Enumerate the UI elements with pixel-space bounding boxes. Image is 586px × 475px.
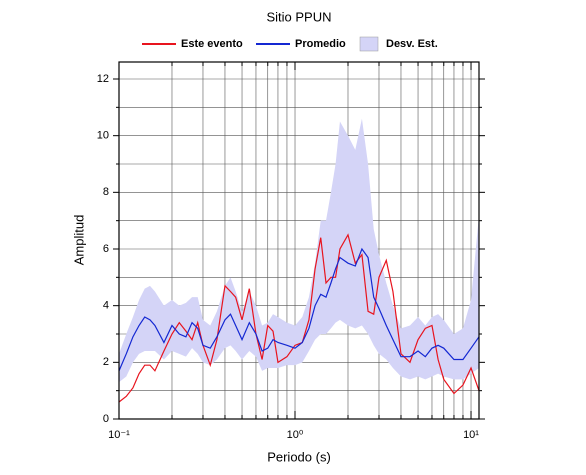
std-band xyxy=(119,118,479,383)
chart-title: Sitio PPUN xyxy=(266,9,331,24)
y-tick-label: 6 xyxy=(103,243,109,255)
y-tick-label: 10 xyxy=(97,130,109,142)
y-tick-label: 12 xyxy=(97,73,109,85)
y-tick-label: 2 xyxy=(103,356,109,368)
series-line xyxy=(118,247,480,372)
x-tick-label: 10⁰ xyxy=(287,429,304,441)
y-tick-label: 0 xyxy=(103,413,109,425)
series-line xyxy=(118,233,480,403)
x-tick-label: 10¹ xyxy=(463,429,479,441)
legend-label: Desv. Est. xyxy=(386,38,438,50)
x-tick-label: 10⁻¹ xyxy=(108,429,130,441)
y-axis-label: Amplitud xyxy=(71,215,86,266)
plot-frame xyxy=(118,61,480,420)
legend-swatch xyxy=(359,36,379,52)
x-axis-label: Periodo (s) xyxy=(267,449,331,464)
legend-label: Este evento xyxy=(181,38,243,50)
y-tick-label: 8 xyxy=(103,186,109,198)
y-tick-label: 4 xyxy=(103,300,109,312)
legend-label: Promedio xyxy=(295,38,346,50)
